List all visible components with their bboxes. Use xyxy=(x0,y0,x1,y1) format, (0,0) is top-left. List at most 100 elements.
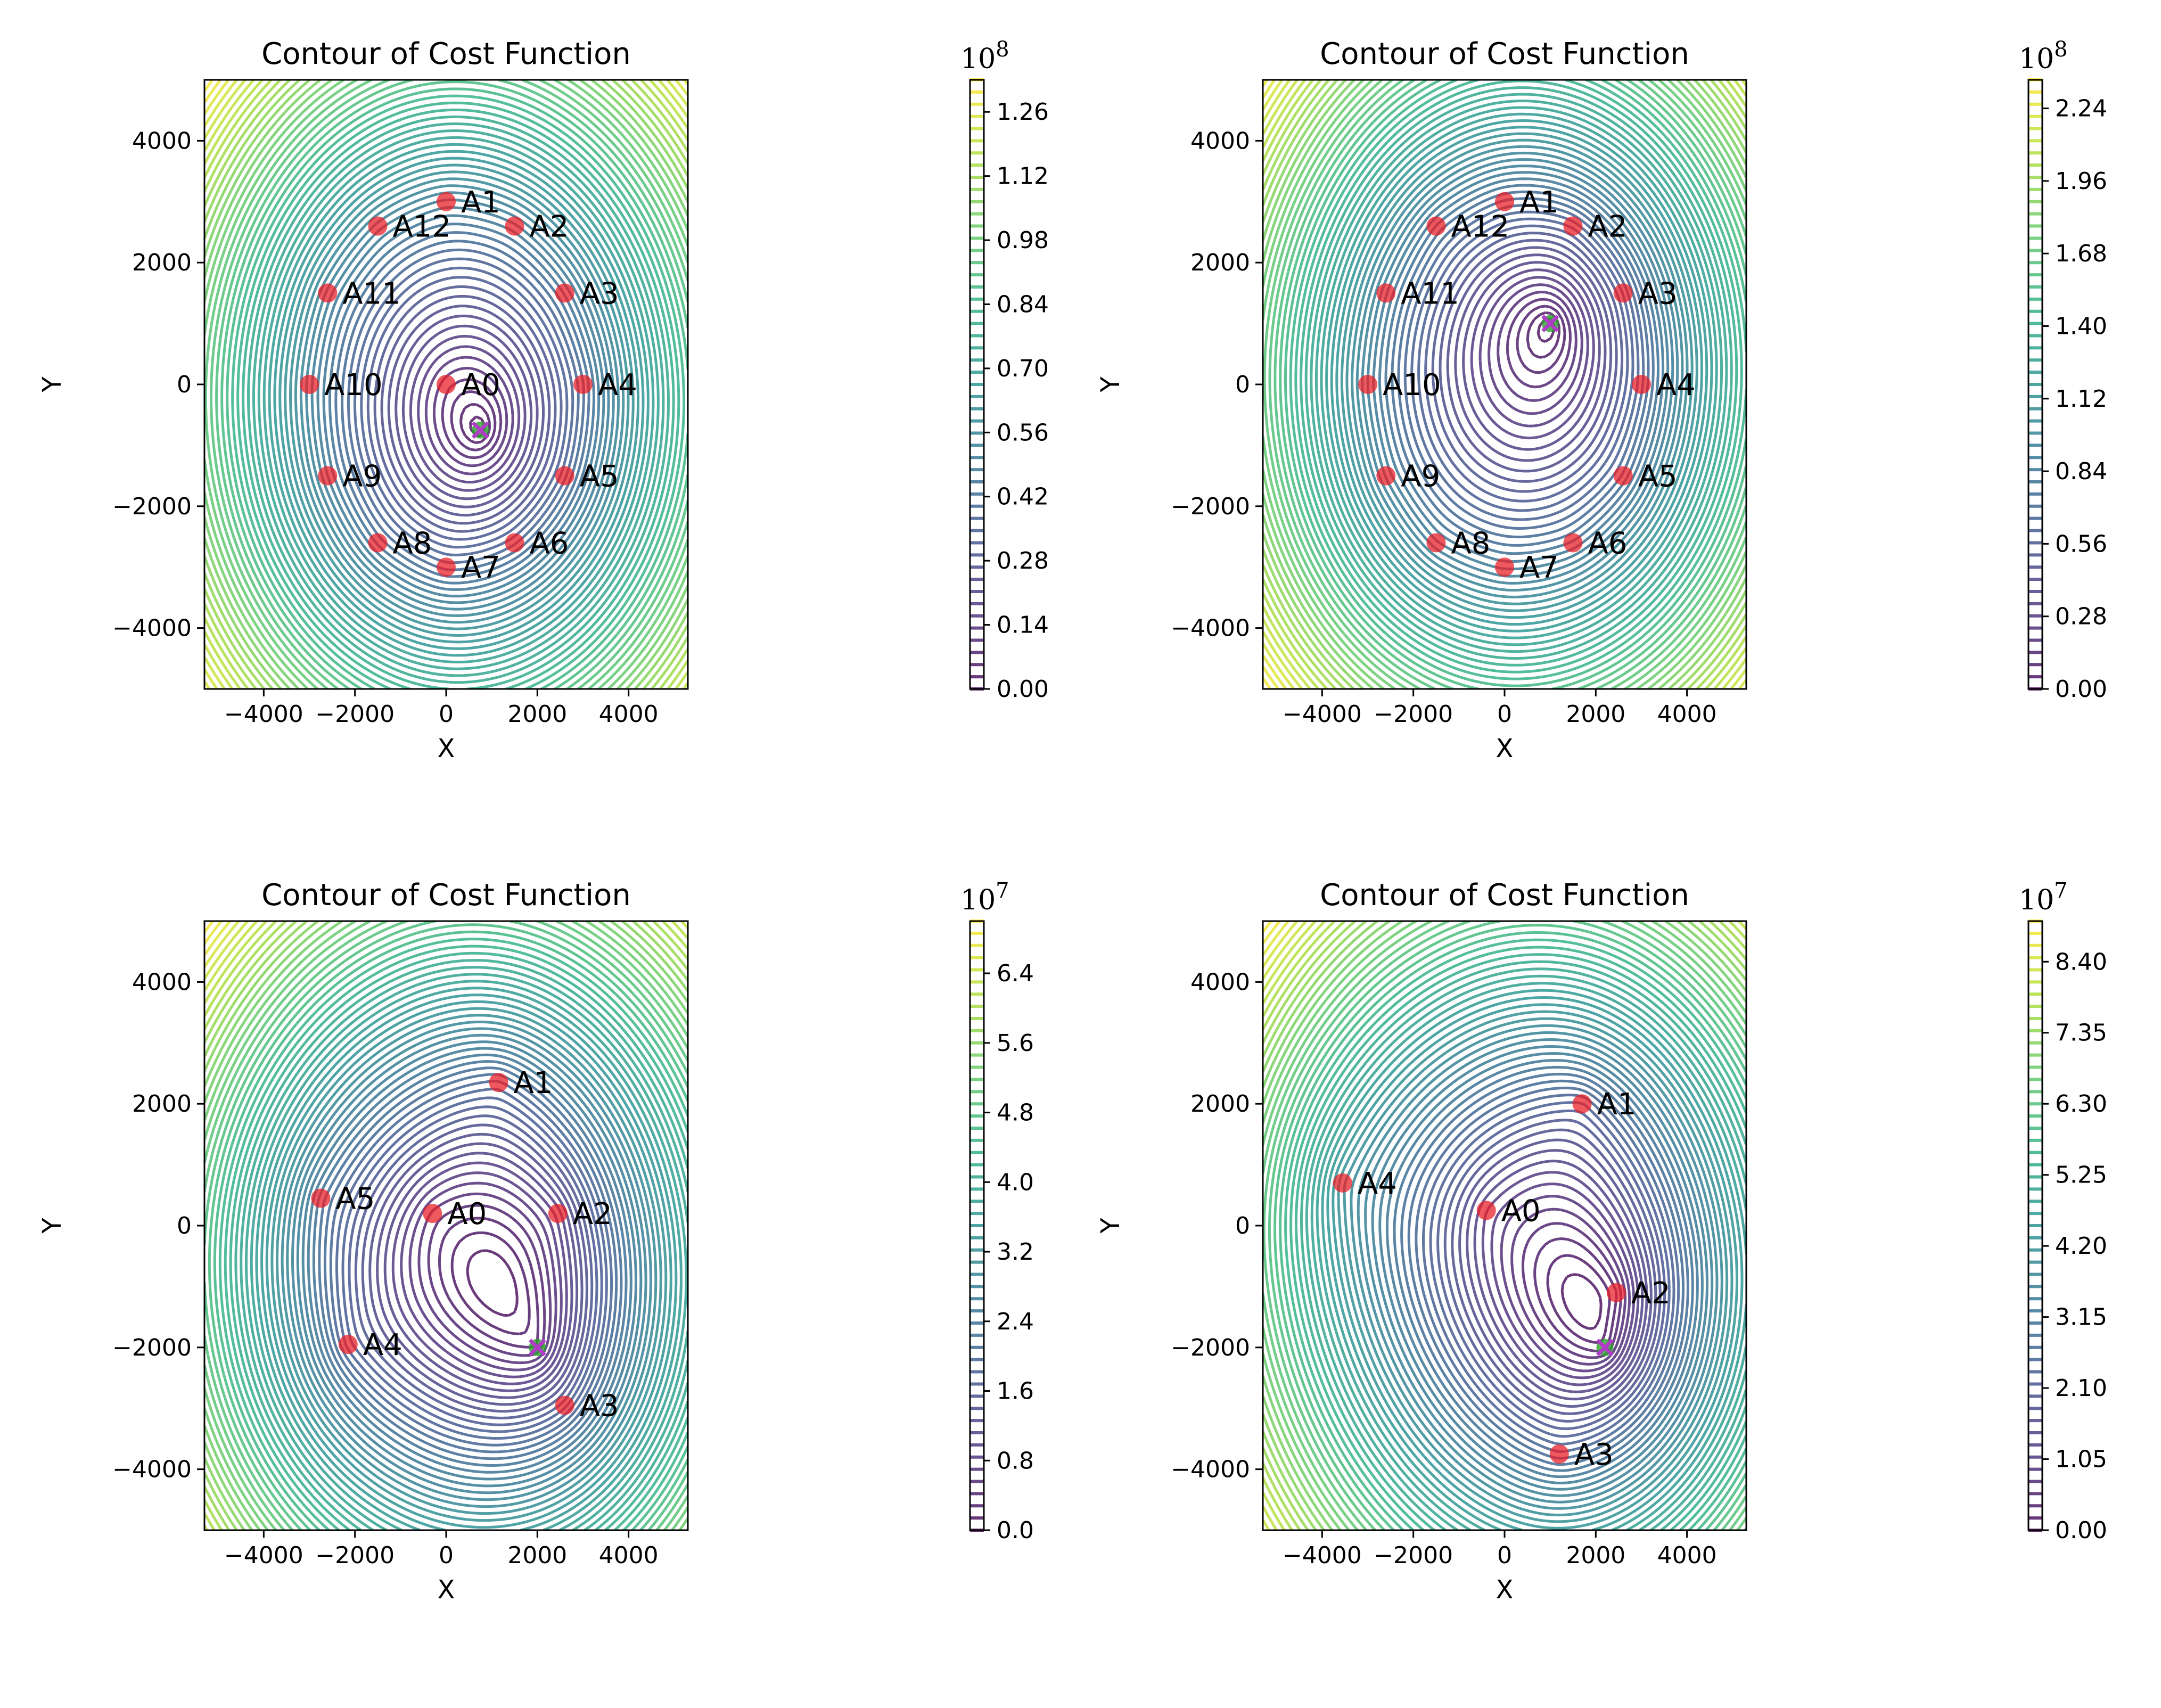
anchor-label: A12 xyxy=(1451,210,1510,244)
contour-level xyxy=(1263,921,1299,968)
anchor-point xyxy=(437,375,456,394)
contour-level xyxy=(204,921,688,1530)
contour-level xyxy=(204,921,688,1530)
contour-level xyxy=(204,921,232,956)
y-tick-label: 2000 xyxy=(132,249,192,276)
colorbar-scale-label: 107 xyxy=(960,878,1009,916)
contour-level xyxy=(210,80,688,689)
x-tick-label: −4000 xyxy=(224,701,303,728)
contour-level xyxy=(1506,298,1572,389)
colorbar-tick-label: 0.00 xyxy=(2055,676,2107,703)
contour-level xyxy=(204,921,688,1530)
contour-level xyxy=(1289,946,1746,1530)
colorbar-tick-label: 2.10 xyxy=(2055,1375,2107,1402)
x-tick-label: −4000 xyxy=(1283,1542,1362,1569)
contour-level xyxy=(427,1204,546,1357)
colorbar-tick-label: 6.4 xyxy=(997,960,1034,987)
anchor-label: A0 xyxy=(461,368,500,403)
contour-level xyxy=(208,923,688,1530)
anchor-point xyxy=(1563,216,1583,236)
contour-level xyxy=(1263,921,1746,1530)
contour-level xyxy=(1436,1109,1666,1431)
contour-level xyxy=(242,108,675,689)
contour-level xyxy=(289,170,630,630)
x-axis-label: X xyxy=(1496,1575,1514,1605)
contour-level xyxy=(1325,112,1713,633)
anchor-label: A1 xyxy=(461,185,500,220)
anchor-label: A2 xyxy=(1588,210,1627,244)
anchor-label: A1 xyxy=(514,1066,553,1101)
contour-lines xyxy=(204,921,688,1530)
contour-level xyxy=(1497,291,1577,402)
contour-level xyxy=(204,80,688,689)
contour-level xyxy=(204,921,223,945)
colorbar: 0.0 0.8 1.6 2.4 3.2 4.0 4.8 5.6 6.4 107 xyxy=(960,878,1034,1544)
contour-level xyxy=(335,1088,608,1440)
y-tick-label: 4000 xyxy=(1190,127,1250,154)
contour-level xyxy=(400,1171,563,1378)
contour-level xyxy=(1364,1038,1714,1497)
contour-level xyxy=(1279,931,1746,1530)
x-axis-label: X xyxy=(438,734,455,763)
anchor-point xyxy=(1376,283,1396,303)
contour-level xyxy=(1332,1003,1738,1530)
anchor-label: A0 xyxy=(1501,1194,1541,1228)
anchor-point xyxy=(505,216,524,236)
contour-level xyxy=(204,80,688,689)
contour-level xyxy=(1263,921,1746,1530)
contour-level xyxy=(1263,921,1746,1530)
colorbar: 0.00 1.05 2.10 3.15 4.20 5.25 6.30 7.35 8.40 107 xyxy=(2019,878,2107,1544)
anchor-point xyxy=(1631,375,1651,394)
contour-level xyxy=(1351,145,1689,598)
anchor-point xyxy=(555,466,574,486)
contour-level xyxy=(1533,1237,1618,1353)
colorbar-tick-label: 1.96 xyxy=(2055,168,2107,195)
contour-level xyxy=(1263,921,1308,1530)
contour-level xyxy=(312,1060,628,1467)
contour-level xyxy=(1263,921,1746,1530)
contour-level xyxy=(1273,80,1746,689)
contour-level xyxy=(1263,921,1746,1530)
contour-level xyxy=(204,921,688,1530)
colorbar-tick-label: 3.15 xyxy=(2055,1304,2107,1331)
contour-level xyxy=(204,80,688,689)
contour-level xyxy=(1422,1094,1675,1446)
colorbar: 0.00 0.14 0.28 0.42 0.56 0.70 0.84 0.98 1.12 1.26… xyxy=(960,37,1049,703)
colorbar-tick-label: 1.40 xyxy=(2055,313,2107,340)
x-tick-label: 4000 xyxy=(599,701,659,728)
contour-level xyxy=(1454,253,1607,462)
contour-level xyxy=(1490,1183,1636,1379)
anchor-point xyxy=(555,1395,574,1415)
contour-level xyxy=(1263,921,1746,1530)
anchor-point xyxy=(1495,557,1514,577)
colorbar-tick-label: 1.12 xyxy=(2055,385,2107,413)
contour-level xyxy=(376,1142,579,1399)
contour-level xyxy=(1263,677,1272,689)
anchor-label: A2 xyxy=(573,1197,612,1231)
contour-level xyxy=(387,305,545,517)
contour-level xyxy=(1310,974,1746,1530)
contour-level xyxy=(424,356,514,475)
contour-level xyxy=(1263,80,1746,689)
y-tick-label: −4000 xyxy=(112,615,192,642)
contour-level xyxy=(1330,119,1708,626)
contour-level xyxy=(220,80,688,689)
contour-level xyxy=(1263,921,1746,1530)
contour-level xyxy=(1305,967,1746,1530)
anchor-label: A3 xyxy=(580,1389,619,1423)
anchor-label: A5 xyxy=(335,1182,375,1217)
anchor-point xyxy=(548,1204,568,1223)
colorbar-tick-label: 0.84 xyxy=(2055,458,2107,485)
contour-level xyxy=(255,987,683,1530)
colorbar: 0.00 0.28 0.56 0.84 1.12 1.40 1.68 1.96 2.24 108 xyxy=(2019,37,2107,703)
y-axis-label: Y xyxy=(37,376,67,393)
y-tick-label: 0 xyxy=(1235,371,1250,398)
contour-level xyxy=(341,1096,603,1433)
contour-level xyxy=(252,122,665,677)
anchor-point xyxy=(573,375,593,394)
contour-level xyxy=(204,80,688,689)
x-tick-label: 0 xyxy=(439,1542,454,1569)
contour-level xyxy=(204,921,240,968)
colorbar-tick-label: 5.6 xyxy=(997,1030,1034,1057)
